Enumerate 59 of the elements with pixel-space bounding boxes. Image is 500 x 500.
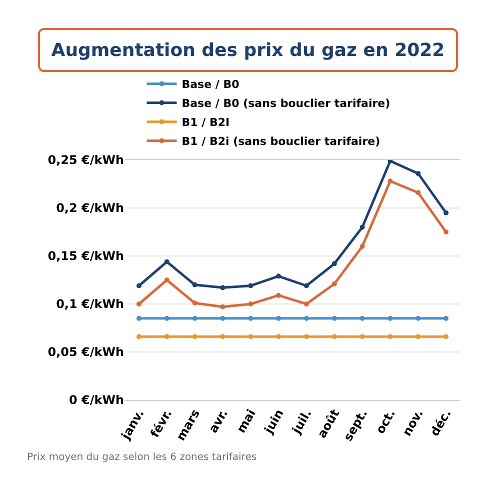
y-tick-label: 0,15 €/kWh — [48, 249, 124, 264]
point — [220, 285, 226, 290]
point — [332, 334, 337, 340]
point — [304, 334, 309, 340]
legend-label: B1 / B2i (sans bouclier tarifaire) — [182, 134, 380, 148]
point — [416, 190, 421, 196]
point — [220, 316, 226, 321]
legend-label: B1 / B2I — [182, 116, 230, 129]
legend-label: Base / B0 (sans bouclier tarifaire) — [182, 96, 390, 110]
point — [276, 274, 282, 279]
point — [276, 334, 282, 340]
y-tick-label: 0,25 €/kWh — [48, 153, 124, 168]
point — [360, 224, 365, 230]
point — [332, 281, 337, 286]
point — [304, 316, 309, 321]
point — [164, 259, 170, 264]
point — [136, 316, 142, 321]
point — [444, 210, 449, 216]
point — [304, 283, 309, 288]
point — [360, 316, 365, 321]
point — [248, 302, 254, 306]
point — [444, 316, 449, 321]
point — [164, 334, 170, 340]
point — [332, 261, 337, 266]
point — [136, 302, 142, 306]
point — [248, 334, 254, 340]
y-tick-label: 0,1 €/kWh — [56, 297, 124, 312]
point — [416, 170, 421, 176]
point — [304, 302, 309, 306]
point — [192, 334, 198, 340]
point — [276, 316, 282, 321]
point — [220, 334, 226, 340]
point — [248, 283, 254, 288]
point — [164, 278, 170, 282]
point — [192, 282, 198, 288]
point — [388, 316, 393, 321]
point — [276, 292, 282, 298]
point — [388, 334, 393, 340]
point — [332, 316, 337, 321]
point — [192, 300, 198, 306]
point — [416, 334, 421, 340]
point — [444, 230, 449, 234]
point — [360, 334, 365, 340]
point — [164, 316, 170, 321]
point — [388, 178, 393, 184]
y-tick-label: 0,2 €/kWh — [56, 201, 124, 216]
point — [360, 244, 365, 249]
point — [248, 316, 254, 321]
y-tick-label: 0 €/kWh — [68, 393, 124, 408]
point — [192, 316, 198, 321]
text: Prix moyen du gaz selon les 6 zones tarifaires — [27, 452, 257, 463]
point — [220, 304, 226, 310]
chart-title: Augmentation des prix du gaz en 2022 — [38, 28, 458, 72]
point — [416, 316, 421, 321]
point — [136, 334, 142, 340]
y-tick-label: 0,05 €/kWh — [48, 345, 124, 360]
point — [136, 283, 142, 288]
point — [444, 334, 449, 340]
legend-label: Base / B0 — [182, 78, 240, 91]
